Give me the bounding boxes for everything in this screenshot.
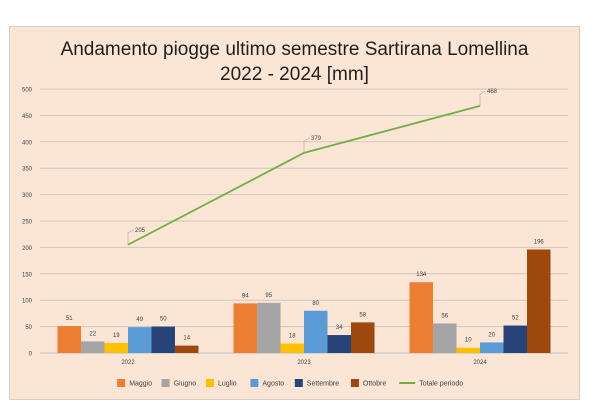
data-label: 49	[136, 317, 143, 323]
data-label: 196	[534, 240, 545, 246]
x-tick-label: 2022	[121, 360, 135, 366]
legend-label-agosto: Agosto	[262, 381, 284, 388]
legend-swatch-maggio	[117, 379, 126, 387]
x-tick-label: 2023	[297, 360, 311, 366]
legend-swatch-giugno	[161, 379, 170, 387]
data-label: 56	[441, 313, 448, 319]
data-label: 94	[242, 293, 249, 299]
line-data-label: 468	[487, 89, 498, 95]
bar-settembre-2024	[503, 325, 527, 353]
leader-line	[127, 229, 135, 245]
legend-label-totale-periodo: Totale periodo	[419, 381, 463, 388]
y-tick-label: 100	[22, 299, 33, 305]
bar-settembre-2022	[151, 326, 175, 353]
data-label: 58	[359, 312, 366, 318]
data-label: 134	[416, 272, 427, 278]
chart-frame: Andamento piogge ultimo semestre Sartira…	[9, 26, 580, 400]
chart-title-line-1: Andamento piogge ultimo semestre Sartira…	[60, 39, 529, 60]
legend-label-maggio: Maggio	[129, 381, 152, 388]
bar-ottobre-2022	[175, 345, 199, 353]
y-tick-label: 50	[25, 325, 32, 331]
y-tick-label: 500	[22, 88, 33, 94]
legend-swatch-agosto	[250, 379, 259, 387]
chart-title: Andamento piogge ultimo semestre Sartira…	[10, 37, 579, 87]
leader-line	[303, 137, 311, 153]
data-label: 80	[312, 301, 319, 307]
legend-label-ottobre: Ottobre	[363, 381, 386, 388]
y-tick-label: 300	[22, 193, 33, 199]
data-label: 14	[183, 336, 190, 342]
bar-settembre-2023	[327, 335, 351, 353]
bar-luglio-2022	[104, 342, 128, 353]
bar-ottobre-2024	[527, 249, 551, 353]
series-line-totale-periodo	[127, 105, 481, 246]
data-label: 19	[113, 333, 120, 339]
legend-swatch-luglio	[206, 379, 214, 387]
y-tick-label: 250	[22, 220, 33, 226]
bar-giugno-2024	[433, 323, 457, 353]
y-tick-label: 200	[22, 246, 33, 252]
bar-agosto-2022	[128, 327, 152, 353]
bar-maggio-2022	[57, 326, 81, 353]
data-label: 34	[336, 325, 343, 331]
data-label: 50	[160, 317, 167, 323]
legend-label-giugno: Giugno	[174, 381, 197, 388]
legend-label-luglio: Luglio	[218, 381, 237, 388]
data-label: 52	[512, 316, 519, 322]
y-tick-label: 400	[22, 140, 33, 146]
data-label: 95	[265, 293, 272, 299]
bar-agosto-2024	[480, 342, 504, 353]
y-tick-label: 350	[22, 167, 33, 173]
legend-swatch-ottobre	[350, 379, 359, 387]
bar-maggio-2024	[409, 282, 433, 353]
data-label: 51	[66, 316, 73, 322]
bar-giugno-2022	[81, 341, 105, 353]
bar-giugno-2023	[257, 302, 281, 353]
bar-maggio-2023	[233, 303, 257, 353]
leader-line	[479, 90, 487, 106]
x-tick-label: 2024	[473, 360, 487, 366]
line-data-label: 205	[135, 228, 146, 234]
bar-luglio-2024	[456, 347, 480, 353]
y-tick-label: 0	[29, 352, 33, 358]
data-label: 18	[289, 333, 296, 339]
data-label: 20	[488, 332, 495, 338]
bar-ottobre-2023	[351, 322, 375, 353]
bar-agosto-2023	[304, 310, 328, 353]
data-label: 10	[465, 338, 472, 344]
legend-swatch-settembre	[294, 379, 303, 387]
bar-luglio-2023	[280, 343, 304, 353]
y-tick-label: 450	[22, 114, 33, 120]
line-data-label: 379	[311, 136, 322, 142]
data-label: 22	[89, 331, 96, 337]
y-tick-label: 150	[22, 272, 33, 278]
chart-title-line-2: 2022 - 2024 [mm]	[220, 64, 369, 85]
legend-label-settembre: Settembre	[307, 381, 339, 388]
